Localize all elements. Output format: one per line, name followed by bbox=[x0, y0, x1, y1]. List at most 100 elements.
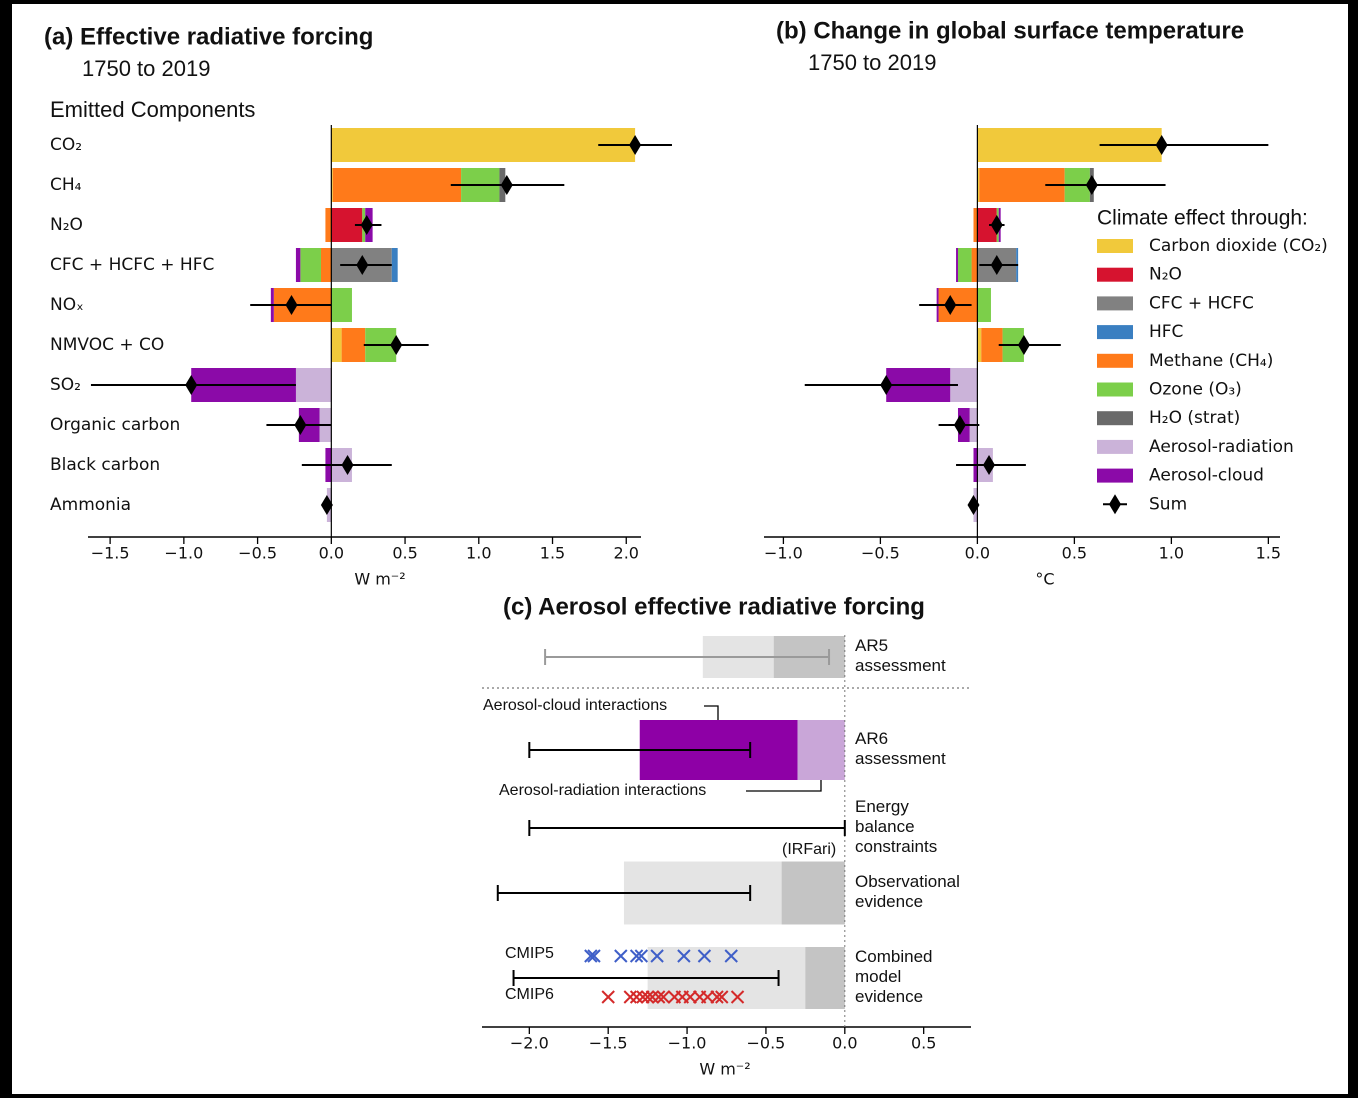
row-label: Energy balance constraints bbox=[855, 797, 937, 856]
legend-label: Sum bbox=[1149, 494, 1187, 514]
model-marker bbox=[601, 990, 615, 1004]
x-tick-label: −1.0 bbox=[668, 1034, 707, 1053]
model-label: CMIP6 bbox=[505, 986, 554, 1003]
row-label: AR6 assessment bbox=[855, 729, 946, 768]
legend-swatch bbox=[1097, 468, 1133, 483]
x-axis-label: W m⁻² bbox=[354, 570, 405, 589]
row-label-line: assessment bbox=[855, 656, 946, 675]
model-marker bbox=[656, 990, 671, 1004]
model-marker bbox=[697, 949, 712, 963]
legend-title: Climate effect through: bbox=[1097, 207, 1308, 230]
legend-label: CFC + HCFC bbox=[1149, 293, 1254, 313]
x-tick-label: −0.5 bbox=[861, 544, 900, 563]
model-marker bbox=[640, 990, 655, 1004]
model-marker bbox=[623, 990, 637, 1004]
bar-segment bbox=[332, 168, 462, 202]
annotation: (IRFari) bbox=[782, 841, 836, 858]
row-label: Observational evidence bbox=[855, 872, 960, 911]
category-label: N₂O bbox=[50, 215, 83, 235]
bar-segment bbox=[981, 328, 1003, 362]
sum-marker bbox=[1017, 335, 1030, 355]
model-marker bbox=[614, 949, 628, 963]
sum-marker bbox=[983, 455, 996, 475]
x-axis-label: °C bbox=[1035, 570, 1054, 589]
bar-segment bbox=[956, 248, 958, 282]
sum-marker bbox=[944, 295, 957, 315]
legend-swatch bbox=[1097, 325, 1133, 340]
model-marker bbox=[629, 949, 644, 963]
bar-segment bbox=[973, 208, 978, 242]
row-label-line: constraints bbox=[855, 837, 937, 856]
x-tick-label: −2.0 bbox=[510, 1034, 549, 1053]
legend-label: H₂O (strat) bbox=[1149, 408, 1240, 428]
x-tick-label: −1.0 bbox=[764, 544, 803, 563]
row-label: AR5 assessment bbox=[855, 636, 946, 675]
model-marker bbox=[710, 990, 724, 1004]
sum-marker bbox=[629, 135, 642, 155]
bar-segment bbox=[331, 128, 636, 162]
model-marker bbox=[650, 949, 664, 963]
row-label-line: evidence bbox=[855, 987, 923, 1006]
legend-swatch bbox=[1097, 296, 1133, 311]
bar-segment bbox=[295, 368, 332, 402]
sum-marker bbox=[953, 415, 966, 435]
model-marker bbox=[724, 949, 738, 963]
legend-swatch bbox=[1097, 239, 1133, 253]
canvas bbox=[12, 4, 1348, 1094]
row-label-line: evidence bbox=[855, 892, 923, 911]
legend-swatch bbox=[1097, 439, 1133, 454]
legend-label: Aerosol-radiation bbox=[1149, 437, 1294, 457]
bar-segment bbox=[977, 288, 991, 322]
row-label-line: balance bbox=[855, 817, 915, 836]
sum-marker bbox=[990, 255, 1003, 275]
bar-segment bbox=[957, 248, 972, 282]
sum-marker bbox=[880, 375, 893, 395]
bar-segment bbox=[331, 328, 342, 362]
chart-title: (c) Aerosol effective radiative forcing bbox=[503, 593, 925, 620]
model-marker bbox=[634, 949, 649, 963]
legend-label: HFC bbox=[1149, 322, 1183, 342]
sum-marker bbox=[285, 295, 298, 315]
category-label: SO₂ bbox=[50, 375, 81, 395]
annotation: Aerosol-cloud interactions bbox=[483, 697, 667, 714]
legend-label: N₂O bbox=[1149, 265, 1182, 285]
category-label: Ammonia bbox=[50, 495, 131, 515]
likely-range bbox=[781, 861, 845, 925]
legend-swatch bbox=[1097, 382, 1133, 397]
bar-segment bbox=[341, 328, 366, 362]
bar-segment bbox=[331, 168, 333, 202]
sum-marker bbox=[356, 255, 369, 275]
legend-swatch bbox=[1109, 494, 1121, 515]
sum-marker bbox=[185, 375, 198, 395]
legend-swatch bbox=[1097, 411, 1133, 426]
x-tick-label: 1.5 bbox=[540, 544, 565, 563]
sum-marker bbox=[294, 415, 307, 435]
annotation: Aerosol-radiation interactions bbox=[499, 782, 706, 799]
model-marker bbox=[683, 990, 697, 1004]
model-marker bbox=[730, 990, 745, 1004]
legend-swatch bbox=[1097, 353, 1133, 368]
bar-segment bbox=[977, 208, 997, 242]
bar-segment bbox=[300, 248, 321, 282]
category-label: CFC + HCFC + HFC bbox=[50, 255, 214, 275]
x-tick-label: 0.0 bbox=[832, 1034, 857, 1053]
bar-segment bbox=[971, 248, 978, 282]
legend-label: Aerosol-cloud bbox=[1149, 466, 1264, 486]
sum-marker bbox=[341, 455, 354, 475]
x-tick-label: 0.5 bbox=[911, 1034, 936, 1053]
bar-segment bbox=[331, 288, 352, 322]
x-tick-label: −1.5 bbox=[589, 1034, 628, 1053]
x-tick-label: −1.0 bbox=[164, 544, 203, 563]
model-marker bbox=[629, 990, 644, 1004]
row-label-line: Observational bbox=[855, 872, 960, 891]
row-label-line: AR6 bbox=[855, 729, 888, 748]
legend-swatch bbox=[1097, 267, 1133, 282]
sum-marker bbox=[1085, 175, 1098, 195]
chart-subtitle: 1750 to 2019 bbox=[82, 56, 210, 81]
row-label-line: AR5 bbox=[855, 636, 888, 655]
category-label: Black carbon bbox=[50, 455, 160, 475]
sum-marker bbox=[390, 335, 403, 355]
chart-subtitle: 1750 to 2019 bbox=[808, 50, 936, 75]
bar-segment bbox=[391, 248, 398, 282]
sum-marker bbox=[320, 495, 333, 515]
